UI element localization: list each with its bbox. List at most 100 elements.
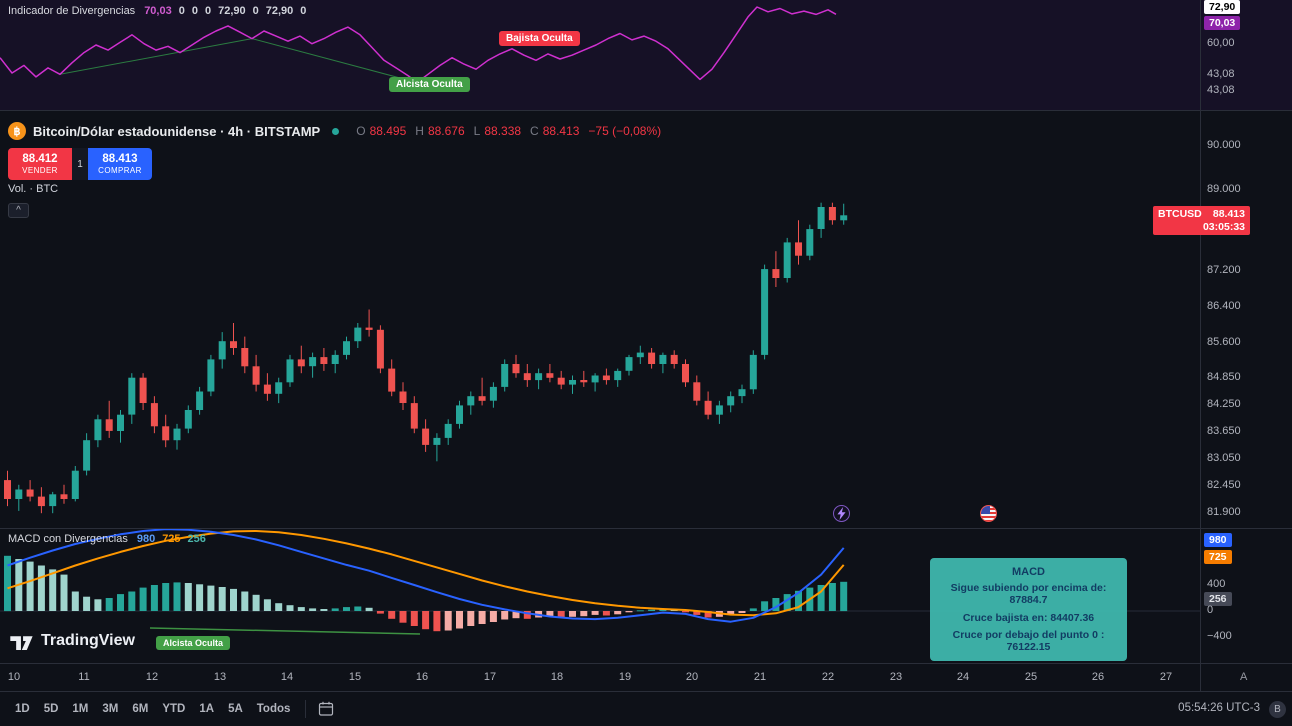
symbol-title[interactable]: Bitcoin/Dólar estadounidense · 4h · BITS… — [33, 123, 321, 139]
session-clock[interactable]: 05:54:26 UTC-3 — [1178, 702, 1260, 714]
indicator-status-value: 70,03 — [144, 5, 172, 17]
price-axis-label: 85.600 — [1207, 336, 1241, 348]
pane-divider[interactable] — [0, 110, 1292, 111]
price-axis-label: 43,08 — [1207, 68, 1235, 80]
divergence-indicator-pane: Indicador de Divergencias 70,03 0 0 0 72,90 0… — [0, 0, 1292, 110]
lightning-icon — [837, 507, 846, 520]
macd-chart[interactable] — [0, 528, 1200, 663]
bitcoin-icon: ฿ — [8, 122, 26, 140]
time-axis-label: 23 — [889, 671, 903, 683]
sell-button[interactable]: 88.412 VENDER — [8, 148, 72, 180]
indicator-status-value: 980 — [136, 533, 156, 545]
indicator-status-value: 0 — [178, 5, 185, 17]
pane-divider[interactable] — [0, 528, 1292, 529]
sell-price: 88.412 — [22, 153, 58, 165]
range-todos[interactable]: Todos — [250, 700, 298, 718]
price-axis-label: 84.850 — [1207, 371, 1241, 383]
indicator-title: Indicador de Divergencias — [8, 5, 136, 17]
toolbar-divider — [305, 700, 307, 718]
price-axis-label: 90.000 — [1207, 139, 1241, 151]
price-axis-label: 725 — [1204, 550, 1232, 564]
ohlc-key: O — [356, 124, 366, 138]
indicator-values: 70,03 0 0 0 72,90 0 72,90 0 — [144, 5, 306, 17]
price-axis-label: 87.200 — [1207, 264, 1241, 276]
indicator-status-value: 256 — [187, 533, 206, 545]
indicator-status-value: 0 — [252, 5, 259, 17]
ohlc-value: 88.338 — [484, 124, 522, 138]
calendar-icon — [319, 701, 334, 716]
ohlc-key: C — [530, 124, 539, 138]
price-axis-label: 0 — [1207, 604, 1214, 616]
trade-widget: 88.412 VENDER 1 88.413 COMPRAR — [8, 148, 152, 180]
candlestick-chart[interactable] — [0, 110, 1200, 528]
time-axis-label: 17 — [483, 671, 497, 683]
bottom-toolbar: 1D 5D 1M 3M 6M YTD 1A 5A Todos 05:54:26 UTC-3 B — [0, 691, 1292, 726]
time-axis-label: 25 — [1024, 671, 1038, 683]
buy-button[interactable]: 88.413 COMPRAR — [88, 148, 152, 180]
time-axis[interactable]: A 10 11 12 13 14 15 16 17 18 19 20 21 22 23 24 25 26 27 — [0, 663, 1292, 691]
range-5d[interactable]: 5D — [37, 700, 66, 718]
spread-value: 1 — [72, 148, 88, 180]
indicator-status-value: 0 — [191, 5, 198, 17]
expand-pane-button[interactable]: ^ — [8, 203, 29, 218]
time-axis-label: 18 — [550, 671, 564, 683]
macd-pane: MACD con Divergencias 980 725 256 Alcista … — [0, 528, 1200, 663]
last-price-badge: BTCUSD 88.413 03:05:33 — [1153, 206, 1250, 235]
change-value: −75 (−0,08%) — [588, 124, 662, 138]
market-status-icon[interactable] — [332, 127, 340, 135]
price-axis-label: 72,90 — [1204, 0, 1241, 14]
ohlc-values: O 88.495 H 88.676 L 88.338 C 88.413 −75 (−0,08%) — [351, 124, 661, 138]
price-pane: ฿ Bitcoin/Dólar estadounidense · 4h · BI… — [0, 110, 1250, 528]
range-1a[interactable]: 1A — [192, 700, 221, 718]
ohlc-value: 88.413 — [542, 124, 580, 138]
go-to-date-button[interactable] — [314, 699, 338, 719]
volume-indicator-label: Vol. · BTC — [8, 183, 59, 195]
indicator-status-value: 72,90 — [265, 5, 294, 17]
range-6m[interactable]: 6M — [125, 700, 155, 718]
price-axis-label: 81.900 — [1207, 506, 1241, 518]
price-axis-label: 82.450 — [1207, 479, 1241, 491]
time-axis-label: 12 — [145, 671, 159, 683]
macd-title: MACD con Divergencias — [8, 533, 128, 545]
ohlc-key: L — [473, 124, 481, 138]
ohlc-value: 88.495 — [369, 124, 407, 138]
time-axis-label: 21 — [753, 671, 767, 683]
price-axis-label: 83.050 — [1207, 452, 1241, 464]
price-axis[interactable]: 72,90 70,03 60,00 43,08 43,08 90.000 89.000 87.… — [1200, 0, 1292, 691]
price-axis-label: 70,03 — [1204, 16, 1241, 30]
tradingview-logo[interactable]: TradingView — [10, 632, 135, 650]
price-axis-label: 83.650 — [1207, 425, 1241, 437]
range-ytd[interactable]: YTD — [155, 700, 192, 718]
range-selector: 1D 5D 1M 3M 6M YTD 1A 5A Todos — [8, 700, 297, 718]
time-axis-label: 11 — [78, 671, 90, 683]
time-axis-label: 20 — [685, 671, 699, 683]
us-economic-event-icon[interactable] — [980, 505, 997, 522]
range-1d[interactable]: 1D — [8, 700, 37, 718]
time-axis-label: 22 — [821, 671, 835, 683]
candle-countdown: 03:05:33 — [1202, 221, 1245, 233]
crypto-event-icon[interactable] — [833, 505, 850, 522]
tooltip-line: Cruce bajista en: 84407.36 — [962, 611, 1095, 624]
range-5a[interactable]: 5A — [221, 700, 250, 718]
range-1m[interactable]: 1M — [65, 700, 95, 718]
time-axis-label: 14 — [280, 671, 294, 683]
badge-price: 88.413 — [1212, 208, 1245, 220]
price-axis-label: 43,08 — [1207, 84, 1235, 96]
price-axis-label: 980 — [1204, 533, 1232, 547]
tooltip-line: Cruce por debajo del punto 0 : 76122.15 — [952, 629, 1105, 653]
indicator-status-value: 0 — [300, 5, 307, 17]
sell-label: VENDER — [22, 166, 58, 175]
range-3m[interactable]: 3M — [95, 700, 125, 718]
time-axis-label: 19 — [618, 671, 632, 683]
ohlc-value: 88.676 — [427, 124, 465, 138]
indicator-status-value: 725 — [162, 533, 181, 545]
buy-price: 88.413 — [102, 153, 138, 165]
macd-header: MACD con Divergencias 980 725 256 — [8, 533, 206, 545]
corner-marker-b[interactable]: B — [1269, 701, 1286, 718]
tooltip-line: Sigue subiendo por encima de: 87884.7 — [950, 582, 1107, 606]
time-axis-label: 24 — [956, 671, 970, 683]
macd-alcista-oculta-label: Alcista Oculta — [156, 636, 231, 650]
price-axis-label: 89.000 — [1207, 183, 1241, 195]
price-axis-label: 400 — [1207, 578, 1226, 590]
